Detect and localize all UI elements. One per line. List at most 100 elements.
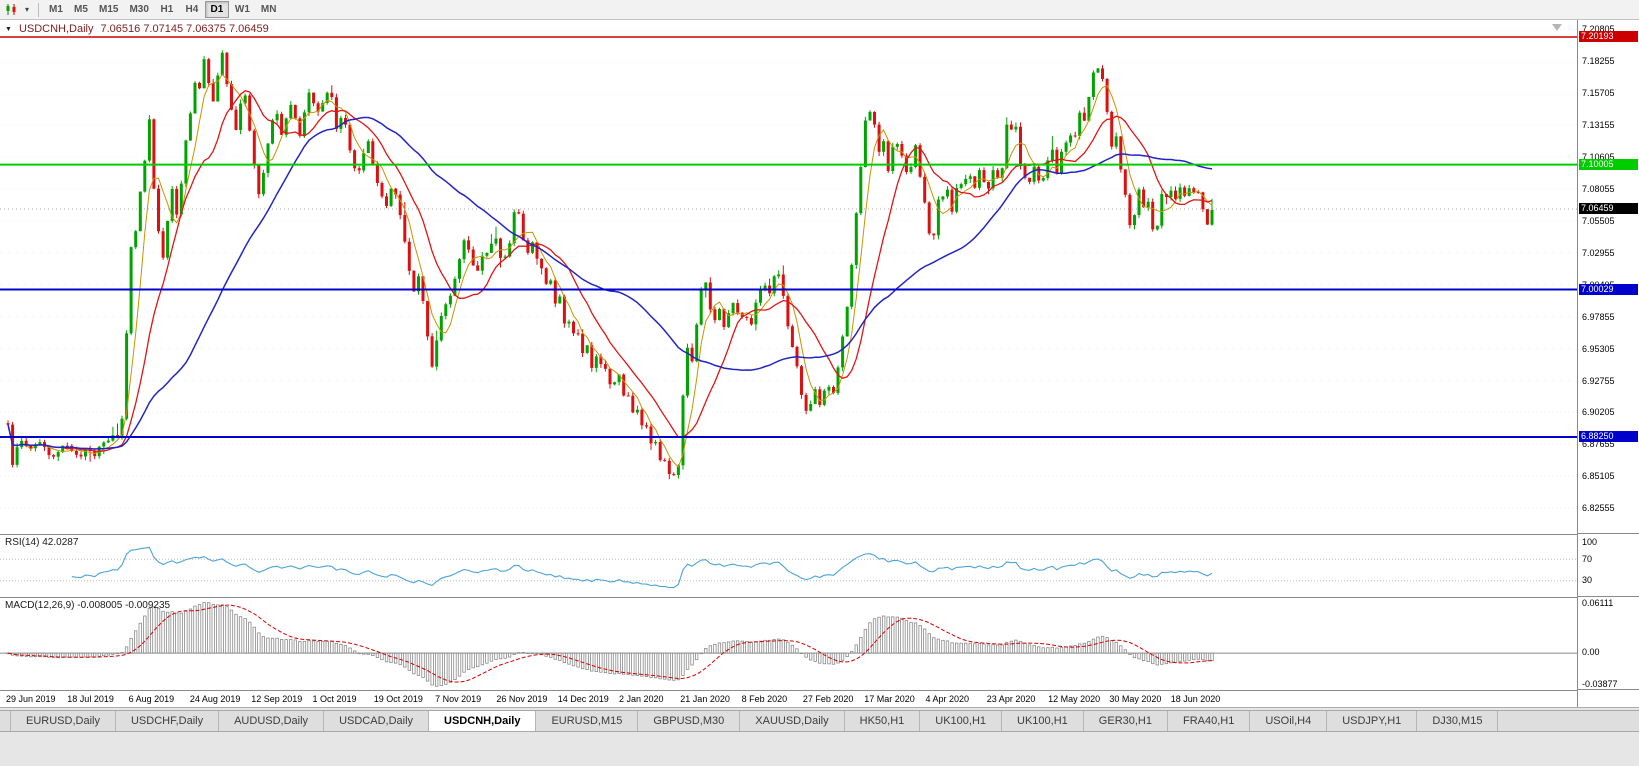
price-axis-label: 6.90205 <box>1582 407 1615 418</box>
axis-corner <box>1578 689 1639 707</box>
timeframe-h1-button[interactable]: H1 <box>155 1 179 18</box>
price-axis-label: 7.05505 <box>1582 215 1615 226</box>
chart-quote-readout: 7.06516 7.07145 7.06375 7.06459 <box>100 23 269 35</box>
date-axis: 29 Jun 2019 18 Jul 2019 6 Aug 2019 24 Aug 2… <box>0 690 1577 707</box>
price-axis-label: 6.95305 <box>1582 343 1615 354</box>
current-price-badge: 7.06459 <box>1579 203 1638 215</box>
level-badge-1: 7.10005 <box>1579 159 1638 171</box>
chart-region: ▼ USDCNH,Daily 7.06516 7.07145 7.06375 7… <box>0 20 1639 708</box>
ma-medium-line <box>7 89 1213 453</box>
date-axis-label: 4 Apr 2020 <box>925 694 970 704</box>
chart-tab-usdcad-daily[interactable]: USDCAD,Daily <box>324 711 430 731</box>
price-axis-label: 7.13155 <box>1582 120 1615 131</box>
chart-shift-marker-icon[interactable] <box>1552 24 1562 31</box>
macd-signal-line <box>7 604 1213 683</box>
chart-type-icon-glyph <box>6 4 16 15</box>
date-axis-label: 14 Dec 2019 <box>557 694 609 704</box>
price-axis-label: 7.15705 <box>1582 88 1615 99</box>
chart-tab-eurusd-m15[interactable]: EURUSD,M15 <box>536 711 639 731</box>
date-axis-label: 8 Feb 2020 <box>741 694 788 704</box>
timeframe-group: M1 M5 M15 M30 H1 H4 D1 W1 MN <box>44 1 281 18</box>
date-axis-label: 6 Aug 2019 <box>128 694 175 704</box>
rsi-panel: RSI(14) 42.0287 <box>0 534 1577 597</box>
chart-tab-uk100-h1-2[interactable]: UK100,H1 <box>1002 711 1084 731</box>
date-axis-label: 12 Sep 2019 <box>251 694 303 704</box>
chart-tab-uk100-h1[interactable]: UK100,H1 <box>920 711 1003 731</box>
chart-tab-gbpusd-m30[interactable]: GBPUSD,M30 <box>638 711 741 731</box>
date-axis-label: 2 Jan 2020 <box>619 694 664 704</box>
date-axis-label: 19 Oct 2019 <box>373 694 423 704</box>
date-axis-label: 30 May 2020 <box>1109 694 1162 704</box>
price-axis-label: 7.18255 <box>1582 56 1615 67</box>
price-axis-label: 7.02955 <box>1582 247 1615 258</box>
chart-tab-fra40-h1[interactable]: FRA40,H1 <box>1168 711 1251 731</box>
chart-plots: ▼ USDCNH,Daily 7.06516 7.07145 7.06375 7… <box>0 20 1577 707</box>
chart-tab-hk50-h1[interactable]: HK50,H1 <box>844 711 921 731</box>
macd-canvas[interactable] <box>0 598 1577 690</box>
timeframe-m1-button[interactable]: M1 <box>44 1 68 18</box>
price-axis-label: 6.82555 <box>1582 503 1615 514</box>
chart-tab-usdcnh-daily[interactable]: USDCNH,Daily <box>429 711 537 731</box>
price-axis-label: 6.97855 <box>1582 311 1615 322</box>
macd-axis-label: 0.00 <box>1582 647 1600 658</box>
ma-fast-line <box>7 73 1213 468</box>
price-axis-label: 6.92755 <box>1582 375 1615 386</box>
price-axis-label: 7.10605 <box>1582 152 1615 163</box>
chart-symbol-label: USDCNH,Daily <box>18 23 94 35</box>
chart-tab-eurusd-daily[interactable]: EURUSD,Daily <box>10 711 116 731</box>
chart-type-icon[interactable] <box>3 2 21 18</box>
date-axis-label: 1 Oct 2019 <box>312 694 357 704</box>
date-axis-label: 21 Jan 2020 <box>680 694 730 704</box>
macd-histogram <box>6 602 1214 687</box>
date-axis-label: 23 Apr 2020 <box>986 694 1036 704</box>
toolbar-separator <box>38 2 39 17</box>
main-chart-canvas[interactable] <box>0 20 1577 534</box>
macd-panel: MACD(12,26,9) -0.008005 -0.009235 <box>0 597 1577 690</box>
chart-tab-usoil-h4[interactable]: USOil,H4 <box>1250 711 1328 731</box>
price-axis-label: 7.08055 <box>1582 183 1615 194</box>
timeframe-mn-button[interactable]: MN <box>256 1 282 18</box>
timeframe-m30-button[interactable]: M30 <box>124 1 153 18</box>
level-badge-3: 6.88250 <box>1579 431 1638 443</box>
timeframe-m5-button[interactable]: M5 <box>69 1 93 18</box>
chart-tab-dj30-m15[interactable]: DJ30,M15 <box>1417 711 1499 731</box>
window-filler <box>0 732 1639 766</box>
chart-tab-xauusd-daily[interactable]: XAUUSD,Daily <box>740 711 845 731</box>
price-axis-label: 6.85105 <box>1582 471 1615 482</box>
chart-tab-ger30-h1[interactable]: GER30,H1 <box>1083 711 1168 731</box>
price-axis-label: 6.87655 <box>1582 439 1615 450</box>
level-badge-2: 7.00029 <box>1579 283 1638 295</box>
rsi-axis-label: 70 <box>1582 553 1593 564</box>
date-axis-label: 27 Feb 2020 <box>802 694 854 704</box>
ma-slow-line <box>7 116 1213 450</box>
date-axis-label: 12 May 2020 <box>1048 694 1101 704</box>
date-axis-label: 7 Nov 2019 <box>435 694 482 704</box>
chart-tab-audusd-daily[interactable]: AUDUSD,Daily <box>219 711 325 731</box>
chart-tab-usdjpy-h1[interactable]: USDJPY,H1 <box>1327 711 1418 731</box>
price-axis-label: 7.20805 <box>1582 24 1615 35</box>
rsi-axis-label: 30 <box>1582 575 1593 586</box>
chart-type-dropdown-icon[interactable]: ▾ <box>24 5 29 14</box>
candlesticks-group <box>6 50 1214 480</box>
chart-tabbar: EURUSD,Daily USDCHF,Daily AUDUSD,Daily USDC… <box>0 710 1639 732</box>
chart-tab-usdchf-daily[interactable]: USDCHF,Daily <box>115 711 220 731</box>
macd-axis-label: -0.03877 <box>1582 678 1618 689</box>
toolbar: ▾ M1 M5 M15 M30 H1 H4 D1 W1 MN <box>0 0 1639 20</box>
price-scale-column: 7.20805 7.18255 7.15705 7.13155 7.10605 7.080… <box>1577 20 1639 707</box>
collapse-triangle-icon[interactable]: ▼ <box>5 25 12 33</box>
date-axis-label: 18 Jul 2019 <box>67 694 114 704</box>
chart-title-bar: ▼ USDCNH,Daily 7.06516 7.07145 7.06375 7… <box>5 23 269 35</box>
rsi-canvas[interactable] <box>0 535 1577 597</box>
rsi-axis: 100 70 30 <box>1578 533 1639 597</box>
timeframe-h4-button[interactable]: H4 <box>180 1 204 18</box>
main-chart-panel: ▼ USDCNH,Daily 7.06516 7.07145 7.06375 7… <box>0 20 1577 534</box>
main-price-axis: 7.20805 7.18255 7.15705 7.13155 7.10605 7.080… <box>1578 20 1639 534</box>
macd-label: MACD(12,26,9) -0.008005 -0.009235 <box>5 600 171 611</box>
timeframe-d1-button[interactable]: D1 <box>204 1 229 18</box>
date-axis-label: 26 Nov 2019 <box>496 694 548 704</box>
timeframe-w1-button[interactable]: W1 <box>230 1 255 18</box>
macd-axis: 0.06111 0.00 -0.03877 <box>1578 596 1639 690</box>
timeframe-m15-button[interactable]: M15 <box>94 1 123 18</box>
rsi-line <box>71 546 1213 589</box>
